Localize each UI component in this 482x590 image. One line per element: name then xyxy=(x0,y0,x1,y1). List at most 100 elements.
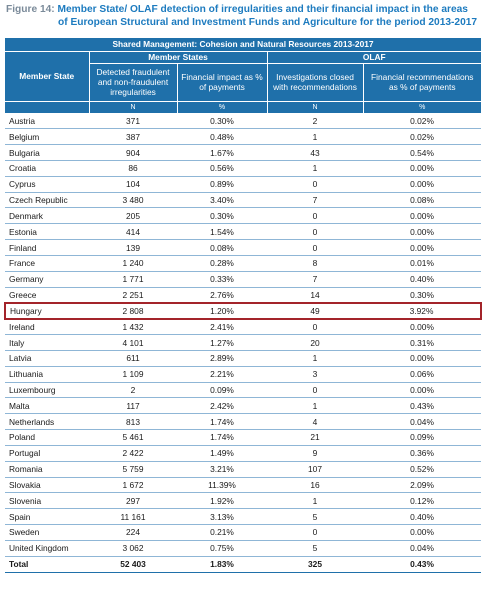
cell-detected-irregularities: 139 xyxy=(89,239,177,256)
table-row: Latvia 611 2.89% 1 0.00% xyxy=(5,350,482,367)
table-row: Cyprus 104 0.89% 0 0.00% xyxy=(5,176,482,193)
cell-member-state: Italy xyxy=(5,334,89,351)
cell-financial-impact: 1.54% xyxy=(177,223,267,241)
figure-label: Figure 14: xyxy=(6,4,55,15)
cell-detected-irregularities: 104 xyxy=(89,176,177,193)
table-row: Denmark 205 0.30% 0 0.00% xyxy=(5,207,482,225)
cell-financial-impact: 0.09% xyxy=(177,382,267,399)
table-row: Luxembourg 2 0.09% 0 0.00% xyxy=(5,382,482,399)
cell-financial-impact: 0.21% xyxy=(177,524,267,541)
cell-investigations: 43 xyxy=(267,144,363,161)
cell-financial-recommendations: 0.06% xyxy=(363,366,482,383)
cell-investigations: 5 xyxy=(267,540,363,557)
cell-detected-irregularities: 117 xyxy=(89,397,177,415)
cell-financial-recommendations: 0.43% xyxy=(363,555,482,573)
cell-financial-impact: 2.21% xyxy=(177,366,267,383)
cell-financial-recommendations: 0.02% xyxy=(363,128,482,146)
cell-financial-recommendations: 0.02% xyxy=(363,113,482,130)
column-header-financial-impact: Financial impact as % of payments xyxy=(176,63,267,101)
cell-financial-impact: 0.30% xyxy=(177,113,267,130)
cell-member-state: Austria xyxy=(5,113,89,130)
cell-financial-impact: 3.13% xyxy=(177,508,267,526)
cell-detected-irregularities: 414 xyxy=(89,223,177,241)
cell-financial-impact: 1.74% xyxy=(177,429,267,446)
cell-member-state: Netherlands xyxy=(5,413,89,431)
cell-investigations: 325 xyxy=(267,555,363,573)
cell-investigations: 0 xyxy=(267,207,363,225)
column-header-financial-recommendations: Financial recommendations as % of paymen… xyxy=(362,63,482,101)
cell-financial-recommendations: 0.00% xyxy=(363,207,482,225)
cell-detected-irregularities: 4 101 xyxy=(89,334,177,351)
cell-detected-irregularities: 52 403 xyxy=(89,555,177,573)
cell-financial-recommendations: 0.54% xyxy=(363,144,482,161)
cell-member-state: Luxembourg xyxy=(5,382,89,399)
cell-financial-impact: 0.08% xyxy=(177,239,267,256)
table-row: Austria 371 0.30% 2 0.02% xyxy=(5,113,482,130)
cell-investigations: 21 xyxy=(267,429,363,446)
cell-detected-irregularities: 387 xyxy=(89,128,177,146)
cell-financial-recommendations: 0.00% xyxy=(363,239,482,256)
cell-financial-impact: 0.56% xyxy=(177,160,267,177)
cell-financial-recommendations: 0.43% xyxy=(363,397,482,415)
cell-member-state: Belgium xyxy=(5,128,89,146)
table-row: Germany 1 771 0.33% 7 0.40% xyxy=(5,271,482,288)
cell-investigations: 0 xyxy=(267,524,363,541)
cell-financial-recommendations: 0.00% xyxy=(363,318,482,336)
table-row: Bulgaria 904 1.67% 43 0.54% xyxy=(5,144,482,161)
cell-member-state: United Kingdom xyxy=(5,540,89,557)
table-row: France 1 240 0.28% 8 0.01% xyxy=(5,255,482,272)
cell-financial-impact: 0.48% xyxy=(177,128,267,146)
irregularities-table: Shared Management: Cohesion and Natural … xyxy=(4,38,482,573)
table-row: United Kingdom 3 062 0.75% 5 0.04% xyxy=(5,540,482,557)
group-header-member-states: Member States xyxy=(88,51,267,64)
cell-investigations: 14 xyxy=(267,287,363,304)
cell-detected-irregularities: 3 062 xyxy=(89,540,177,557)
cell-financial-impact: 2.41% xyxy=(177,318,267,336)
table-row: Sweden 224 0.21% 0 0.00% xyxy=(5,524,482,541)
cell-financial-impact: 1.83% xyxy=(177,555,267,573)
cell-financial-impact: 2.42% xyxy=(177,397,267,415)
cell-financial-recommendations: 0.00% xyxy=(363,524,482,541)
cell-financial-recommendations: 0.08% xyxy=(363,192,482,209)
cell-member-state: Total xyxy=(5,555,89,573)
cell-financial-recommendations: 2.09% xyxy=(363,477,482,494)
cell-investigations: 1 xyxy=(267,397,363,415)
cell-investigations: 4 xyxy=(267,413,363,431)
cell-member-state: Latvia xyxy=(5,350,89,367)
cell-financial-recommendations: 3.92% xyxy=(363,301,482,320)
table-row: Finland 139 0.08% 0 0.00% xyxy=(5,239,482,256)
cell-financial-impact: 1.20% xyxy=(177,301,267,320)
table-row: Slovenia 297 1.92% 1 0.12% xyxy=(5,492,482,510)
cell-investigations: 0 xyxy=(267,382,363,399)
table-row: Estonia 414 1.54% 0 0.00% xyxy=(5,223,482,241)
table-row: Croatia 86 0.56% 1 0.00% xyxy=(5,160,482,177)
cell-financial-recommendations: 0.09% xyxy=(363,429,482,446)
cell-detected-irregularities: 2 251 xyxy=(89,287,177,304)
cell-detected-irregularities: 205 xyxy=(89,207,177,225)
group-header-olaf: OLAF xyxy=(266,51,482,64)
table-row-highlighted: Hungary 2 808 1.20% 49 3.92% xyxy=(4,301,482,320)
cell-financial-impact: 3.40% xyxy=(177,192,267,209)
unit-header-percent: % xyxy=(176,100,267,113)
unit-header-blank xyxy=(5,100,89,113)
cell-detected-irregularities: 1 240 xyxy=(89,255,177,272)
cell-investigations: 107 xyxy=(267,461,363,478)
unit-header-n: N xyxy=(266,100,363,113)
cell-detected-irregularities: 2 808 xyxy=(89,301,177,320)
cell-detected-irregularities: 1 771 xyxy=(89,271,177,288)
cell-detected-irregularities: 2 422 xyxy=(89,445,177,462)
cell-financial-impact: 0.33% xyxy=(177,271,267,288)
cell-detected-irregularities: 11 161 xyxy=(89,508,177,526)
cell-investigations: 2 xyxy=(267,113,363,130)
cell-member-state: Slovakia xyxy=(5,477,89,494)
table-row: Lithuania 1 109 2.21% 3 0.06% xyxy=(5,366,482,383)
cell-member-state: Bulgaria xyxy=(5,144,89,161)
cell-financial-recommendations: 0.01% xyxy=(363,255,482,272)
cell-investigations: 49 xyxy=(267,301,363,320)
cell-financial-recommendations: 0.40% xyxy=(363,271,482,288)
table-row: Belgium 387 0.48% 1 0.02% xyxy=(5,128,482,146)
cell-member-state: Ireland xyxy=(5,318,89,336)
cell-member-state: Sweden xyxy=(5,524,89,541)
column-header-member-state: Member State xyxy=(5,51,89,102)
cell-financial-recommendations: 0.52% xyxy=(363,461,482,478)
